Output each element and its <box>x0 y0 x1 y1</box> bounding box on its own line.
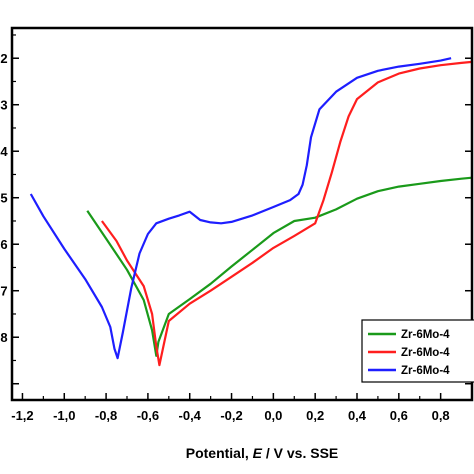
x-tick-label: -0,2 <box>220 408 242 423</box>
x-tick-label: 0,6 <box>390 408 408 423</box>
x-tick-label: -0,4 <box>179 408 202 423</box>
plot-frame <box>10 26 474 402</box>
x-tick-label: -1,2 <box>11 408 33 423</box>
tick-layer: -1,2 -1,0 -0,8 -0,6 -0,4 -0,2 0,0 0,2 0,4 0,6 0,8 8… <box>0 34 472 423</box>
y-tick-label: 8 <box>0 330 7 345</box>
y-tick-label: 2 <box>0 51 7 66</box>
x-axis-title: Potential, E / V vs. SSE <box>186 445 339 461</box>
y-tick-label: 7 <box>0 284 7 299</box>
series-layer <box>29 57 473 367</box>
x-tick-label: -0,8 <box>95 408 117 423</box>
legend: Zr-6Mo-4 Zr-6Mo-4 Zr-6Mo-4 <box>361 319 474 383</box>
x-tick-label: 0,4 <box>348 408 367 423</box>
x-tick-label: -1,0 <box>53 408 75 423</box>
x-tick-label: 0,2 <box>306 408 324 423</box>
legend-label-3: Zr-6Mo-4 <box>401 365 450 377</box>
series-line-2 <box>101 60 473 367</box>
x-tick-label: -0,6 <box>137 408 159 423</box>
legend-label-2: Zr-6Mo-4 <box>401 347 450 359</box>
legend-label-1: Zr-6Mo-4 <box>401 329 450 341</box>
series-line-3 <box>29 57 452 360</box>
y-tick-label: 5 <box>0 191 7 206</box>
x-tick-label: 0,0 <box>264 408 282 423</box>
x-axis-title-suffix: / V vs. SSE <box>262 445 338 461</box>
y-tick-label: 3 <box>0 98 7 113</box>
y-tick-label: 4 <box>0 144 8 159</box>
x-tick-label: 0,8 <box>432 408 450 423</box>
series-line-1 <box>86 176 473 357</box>
x-axis-title-prefix: Potential, <box>186 445 253 461</box>
x-axis-title-variable: E <box>253 445 263 461</box>
y-tick-label: 6 <box>0 237 7 252</box>
